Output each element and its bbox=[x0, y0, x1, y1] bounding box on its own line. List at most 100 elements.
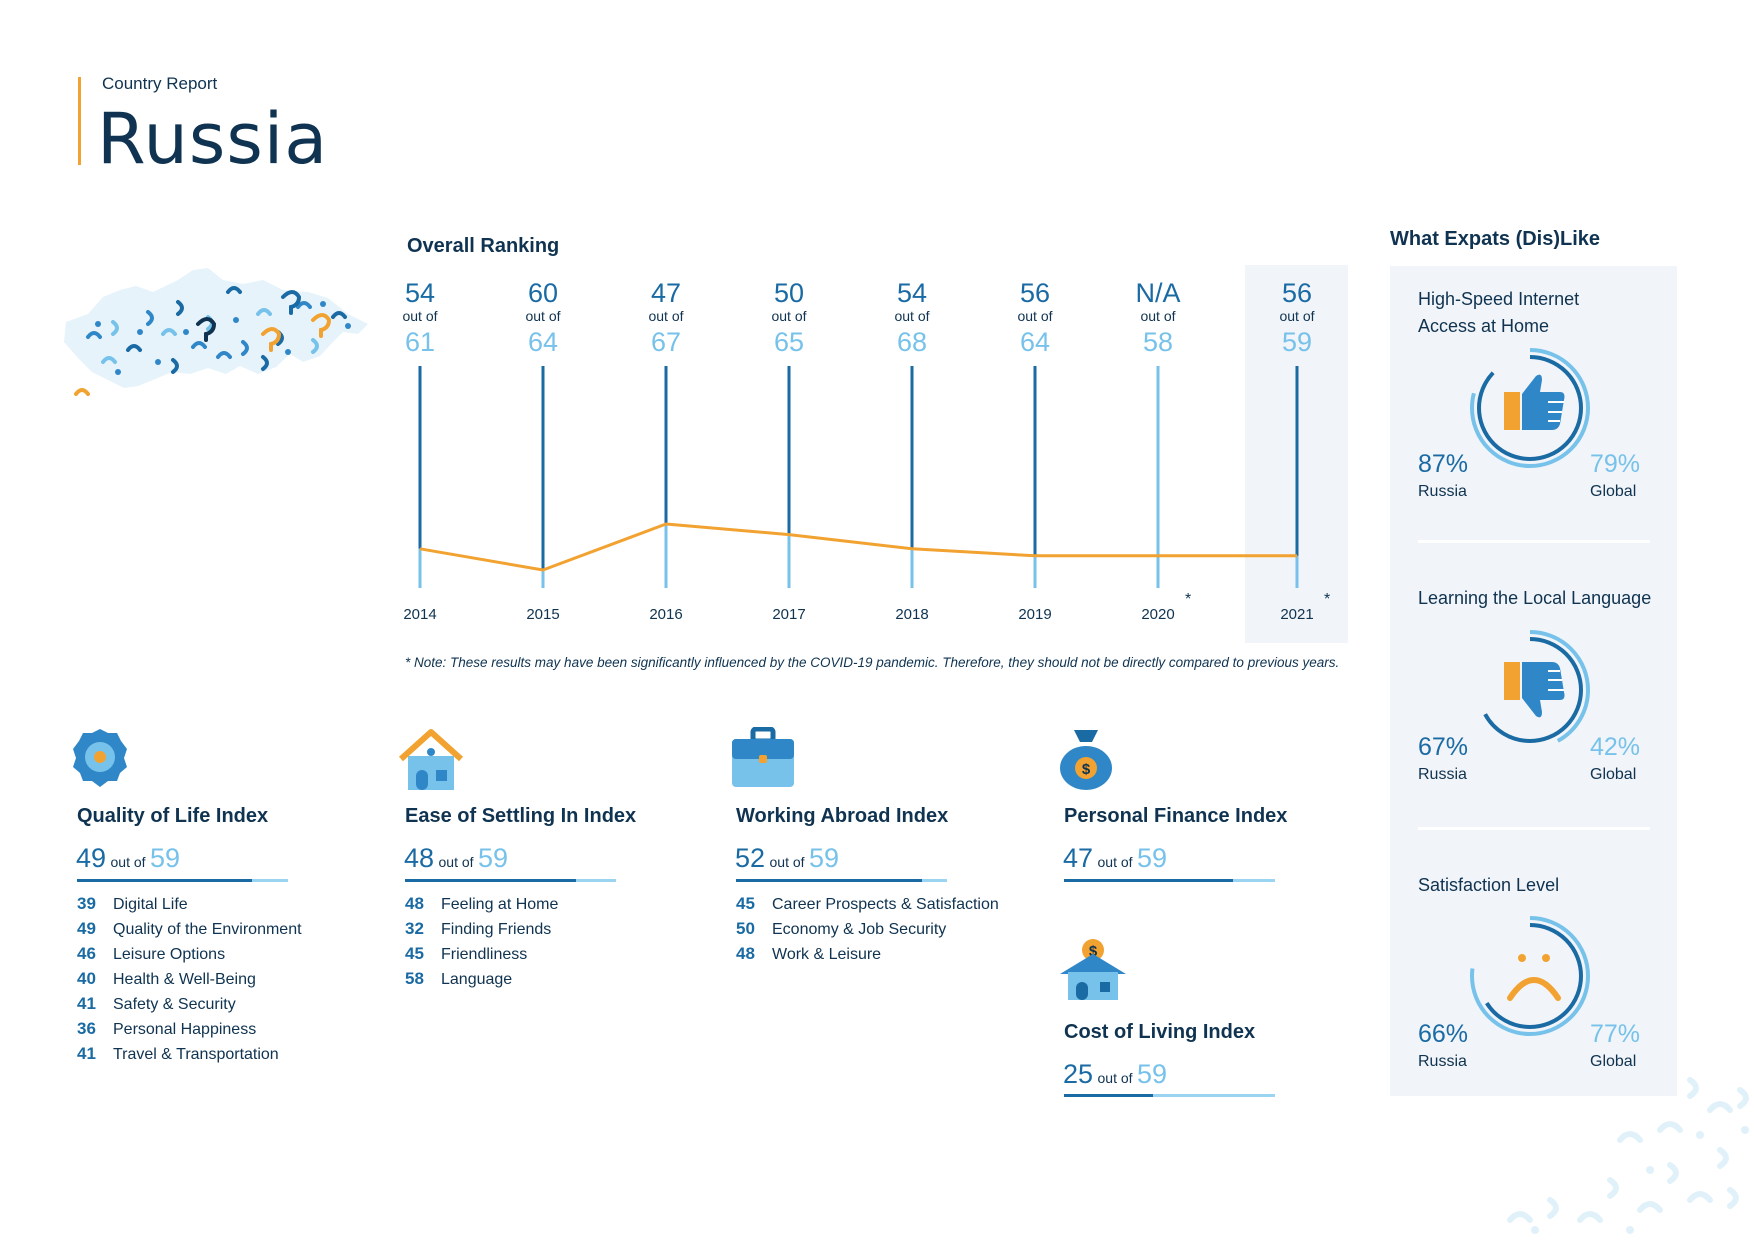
ranking-out-of: out of bbox=[648, 308, 684, 324]
internet-russia-pct: 87% bbox=[1418, 450, 1469, 478]
page-title: Russia bbox=[97, 98, 329, 180]
list-item: 46 Leisure Options bbox=[77, 944, 302, 969]
house-icon bbox=[398, 729, 464, 790]
list-item-rank: 41 bbox=[77, 994, 96, 1013]
overall-ranking-heading: Overall Ranking bbox=[407, 235, 560, 257]
cost-of-living-title: Cost of Living Index bbox=[1064, 1021, 1256, 1043]
score-out-of: out of bbox=[110, 854, 146, 870]
ranking-total: 68 bbox=[896, 327, 928, 357]
quality-of-life-score: 49 out of 59 bbox=[76, 843, 180, 874]
score-rank: 48 bbox=[404, 843, 435, 873]
ranking-rank: 50 bbox=[773, 278, 805, 308]
working-abroad-score: 52 out of 59 bbox=[735, 843, 839, 874]
ranking-out-of: out of bbox=[1140, 308, 1176, 324]
ranking-rank: 56 bbox=[1281, 278, 1313, 308]
score-total: 59 bbox=[477, 843, 509, 873]
dislike-heading: What Expats (Dis)Like bbox=[1390, 228, 1601, 250]
briefcase-icon bbox=[732, 727, 794, 787]
score-rank: 25 bbox=[1063, 1059, 1094, 1089]
cost-of-living-bar bbox=[1064, 1094, 1275, 1097]
list-item: 36 Personal Happiness bbox=[77, 1019, 302, 1044]
list-item: 40 Health & Well-Being bbox=[77, 969, 302, 994]
list-item-rank: 50 bbox=[736, 919, 755, 938]
ranking-total: 61 bbox=[404, 327, 436, 357]
ranking-column-2021: 56 out of 59 bbox=[1242, 278, 1352, 360]
score-total: 59 bbox=[808, 843, 840, 873]
russia-ring bbox=[1477, 355, 1583, 461]
ranking-column-2018: 54 out of 68 bbox=[857, 278, 967, 360]
list-item: 58 Language bbox=[405, 969, 558, 994]
list-item: 41 Travel & Transportation bbox=[77, 1044, 302, 1069]
list-item: 45 Career Prospects & Satisfaction bbox=[736, 894, 999, 919]
ranking-column-2020: N/A out of 58 bbox=[1103, 278, 1213, 360]
ranking-out-of: out of bbox=[1017, 308, 1053, 324]
thumbs-down-icon bbox=[1504, 662, 1565, 718]
score-rank: 47 bbox=[1063, 843, 1094, 873]
list-item-rank: 46 bbox=[77, 944, 96, 963]
internet-global-pct: 79% bbox=[1590, 450, 1641, 478]
ranking-column-2016: 47 out of 67 bbox=[611, 278, 721, 360]
working-abroad-bar bbox=[736, 879, 947, 882]
list-item-label: Personal Happiness bbox=[113, 1021, 257, 1038]
ranking-rank: 47 bbox=[650, 278, 682, 308]
score-total: 59 bbox=[1136, 843, 1168, 873]
list-item-label: Language bbox=[441, 971, 513, 988]
dislike-label-language: Learning the Local Language bbox=[1418, 588, 1652, 608]
ranking-year-label: 2020 bbox=[1141, 606, 1175, 623]
satisfaction-ring-chart bbox=[1470, 916, 1590, 1036]
list-item-rank: 40 bbox=[77, 969, 96, 988]
dislike-label-satisfaction: Satisfaction Level bbox=[1418, 875, 1560, 895]
language-russia-label: Russia bbox=[1418, 766, 1467, 783]
ranking-total: 65 bbox=[773, 327, 805, 357]
score-rank: 52 bbox=[735, 843, 766, 873]
score-total: 59 bbox=[1136, 1059, 1168, 1089]
ranking-column-2014: 54 out of 61 bbox=[365, 278, 475, 360]
ranking-year-label: 2016 bbox=[649, 606, 683, 623]
ranking-total: 64 bbox=[527, 327, 559, 357]
house-coin-icon: $ bbox=[1060, 939, 1126, 1000]
list-item-label: Finding Friends bbox=[441, 921, 552, 938]
list-item: 45 Friendliness bbox=[405, 944, 558, 969]
list-item-rank: 45 bbox=[405, 944, 424, 963]
svg-text:$: $ bbox=[1089, 943, 1098, 960]
dislike-label-internet: High-Speed Internet Access at Home bbox=[1418, 289, 1580, 336]
list-item-rank: 36 bbox=[77, 1019, 96, 1038]
ranking-column-2015: 60 out of 64 bbox=[488, 278, 598, 360]
ranking-out-of: out of bbox=[525, 308, 561, 324]
ease-of-settling-in-score: 48 out of 59 bbox=[404, 843, 508, 874]
ranking-total: 58 bbox=[1142, 327, 1174, 357]
ranking-out-of: out of bbox=[402, 308, 438, 324]
award-ribbon-icon bbox=[73, 729, 127, 787]
global-ring bbox=[1470, 348, 1590, 468]
list-item-label: Digital Life bbox=[113, 896, 188, 913]
ranking-year-label: 2017 bbox=[772, 606, 806, 623]
language-global-pct: 42% bbox=[1590, 733, 1641, 761]
ranking-rank: N/A bbox=[1135, 278, 1181, 308]
satisfaction-russia-pct: 66% bbox=[1418, 1020, 1469, 1048]
score-total: 59 bbox=[149, 843, 181, 873]
quality-of-life-list: 39 Digital Life 49 Quality of the Environme… bbox=[77, 894, 302, 1069]
personal-finance-bar-fill bbox=[1064, 879, 1233, 882]
svg-text:$: $ bbox=[1082, 761, 1091, 778]
ease-of-settling-in-bar-fill bbox=[405, 879, 576, 882]
internet-russia-label: Russia bbox=[1418, 483, 1467, 500]
satisfaction-global-pct: 77% bbox=[1590, 1020, 1641, 1048]
ranking-asterisk: * bbox=[1185, 591, 1192, 608]
quality-of-life-title: Quality of Life Index bbox=[77, 805, 269, 827]
ranking-column-2017: 50 out of 65 bbox=[734, 278, 844, 360]
ranking-rank: 60 bbox=[527, 278, 559, 308]
global-ring bbox=[1470, 916, 1590, 1036]
personal-finance-bar bbox=[1064, 879, 1275, 882]
ranking-rank: 54 bbox=[896, 278, 928, 308]
russia-ring bbox=[1477, 923, 1583, 1029]
personal-finance-title: Personal Finance Index bbox=[1064, 805, 1288, 827]
score-out-of: out of bbox=[1097, 1070, 1133, 1086]
list-item-label: Safety & Security bbox=[113, 996, 236, 1013]
working-abroad-list: 45 Career Prospects & Satisfaction 50 Econo… bbox=[736, 894, 999, 969]
covid-note: * Note: These results may have been sign… bbox=[405, 655, 1340, 670]
list-item: 50 Economy & Job Security bbox=[736, 919, 999, 944]
ranking-rank: 56 bbox=[1019, 278, 1051, 308]
language-russia-pct: 67% bbox=[1418, 733, 1469, 761]
list-item-rank: 41 bbox=[77, 1044, 96, 1063]
ranking-out-of: out of bbox=[894, 308, 930, 324]
